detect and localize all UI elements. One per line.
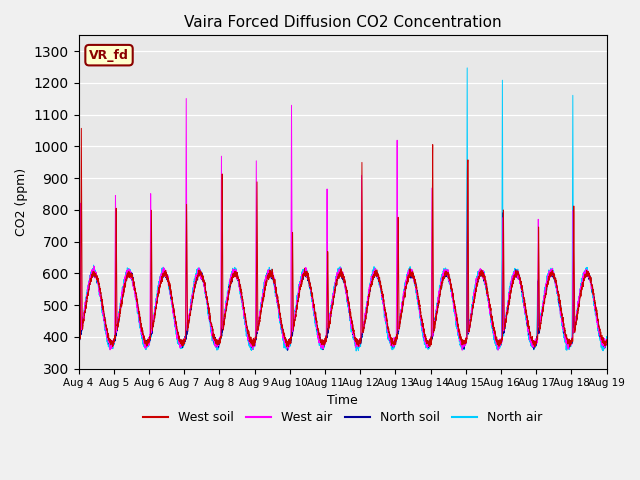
North air <box>602 339 610 345</box>
Text: VR_fd: VR_fd <box>89 48 129 61</box>
West air <box>602 339 610 345</box>
North soil <box>432 318 440 324</box>
Legend: West soil, West air, North soil, North air: West soil, West air, North soil, North a… <box>138 406 547 429</box>
North air <box>463 65 471 71</box>
West air <box>323 249 330 254</box>
Title: Vaira Forced Diffusion CO2 Concentration: Vaira Forced Diffusion CO2 Concentration <box>184 15 501 30</box>
West soil <box>491 327 499 333</box>
North air <box>461 341 468 347</box>
West soil <box>602 339 610 345</box>
West soil <box>603 337 611 343</box>
West soil <box>170 305 177 311</box>
X-axis label: Time: Time <box>327 394 358 407</box>
West air <box>432 312 440 318</box>
North air <box>432 314 440 320</box>
North soil <box>491 330 499 336</box>
West air <box>491 336 499 341</box>
North air <box>75 340 83 346</box>
North air <box>170 313 177 319</box>
North air <box>491 340 499 346</box>
West soil <box>77 125 85 131</box>
West air <box>182 96 190 101</box>
North soil <box>75 340 83 346</box>
West soil <box>531 344 539 350</box>
West air <box>603 340 611 346</box>
North air <box>353 348 360 354</box>
Line: North soil: North soil <box>79 160 607 350</box>
West air <box>461 339 468 345</box>
North soil <box>464 157 472 163</box>
West soil <box>461 337 468 343</box>
West air <box>458 348 466 353</box>
West soil <box>75 336 83 342</box>
North soil <box>603 337 611 343</box>
West air <box>170 308 177 314</box>
North air <box>603 337 611 343</box>
West air <box>75 339 83 345</box>
North soil <box>461 340 468 346</box>
Line: West soil: West soil <box>79 128 607 347</box>
North air <box>323 332 330 338</box>
North soil <box>284 348 291 353</box>
North soil <box>602 342 610 348</box>
Line: West air: West air <box>79 98 607 350</box>
Y-axis label: CO2 (ppm): CO2 (ppm) <box>15 168 28 236</box>
Line: North air: North air <box>79 68 607 351</box>
North soil <box>323 333 330 338</box>
West soil <box>432 316 440 322</box>
North soil <box>170 309 177 315</box>
West soil <box>323 333 330 339</box>
